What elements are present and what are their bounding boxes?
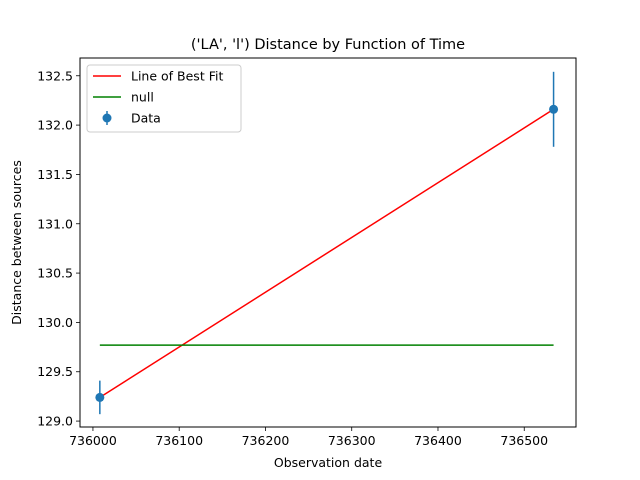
- series-line-0: [99, 108, 554, 399]
- plot-area: [95, 71, 559, 415]
- y-tick-label: 129.0: [37, 414, 73, 429]
- x-axis-label: Observation date: [274, 455, 383, 470]
- y-tick-label: 129.5: [37, 364, 73, 379]
- y-tick-label: 130.0: [37, 315, 73, 330]
- y-tick-label: 132.5: [37, 68, 73, 83]
- axes-frame: [79, 57, 577, 428]
- data-point: [95, 392, 105, 402]
- chart-title: ('LA', 'l') Distance by Function of Time: [191, 37, 465, 53]
- x-tick-label: 736100: [155, 433, 203, 448]
- x-tick-label: 736300: [328, 433, 376, 448]
- y-tick-label: 131.0: [37, 216, 73, 231]
- x-tick-label: 736400: [414, 433, 462, 448]
- legend-label-best-fit: Line of Best Fit: [131, 69, 223, 84]
- legend-label-data: Data: [131, 111, 161, 126]
- y-tick-label: 130.5: [37, 266, 73, 281]
- y-tick-label: 131.5: [37, 167, 73, 182]
- y-axis-label: Distance between sources: [9, 160, 24, 325]
- x-axis: 736000 736100 736200 736300 736400 736500: [69, 427, 548, 448]
- legend-marker-data-point: [102, 113, 112, 123]
- legend-frame: [86, 64, 242, 133]
- x-tick-label: 736000: [69, 433, 117, 448]
- legend-label-null: null: [131, 90, 154, 105]
- x-tick-label: 736500: [500, 433, 548, 448]
- y-tick-label: 132.0: [37, 118, 73, 133]
- data-point: [549, 104, 559, 114]
- y-axis: 129.0 129.5 130.0 130.5 131.0 131.5 132.0 132.5: [37, 68, 80, 429]
- legend: Line of Best Fit null Data: [86, 64, 242, 133]
- x-tick-label: 736200: [242, 433, 290, 448]
